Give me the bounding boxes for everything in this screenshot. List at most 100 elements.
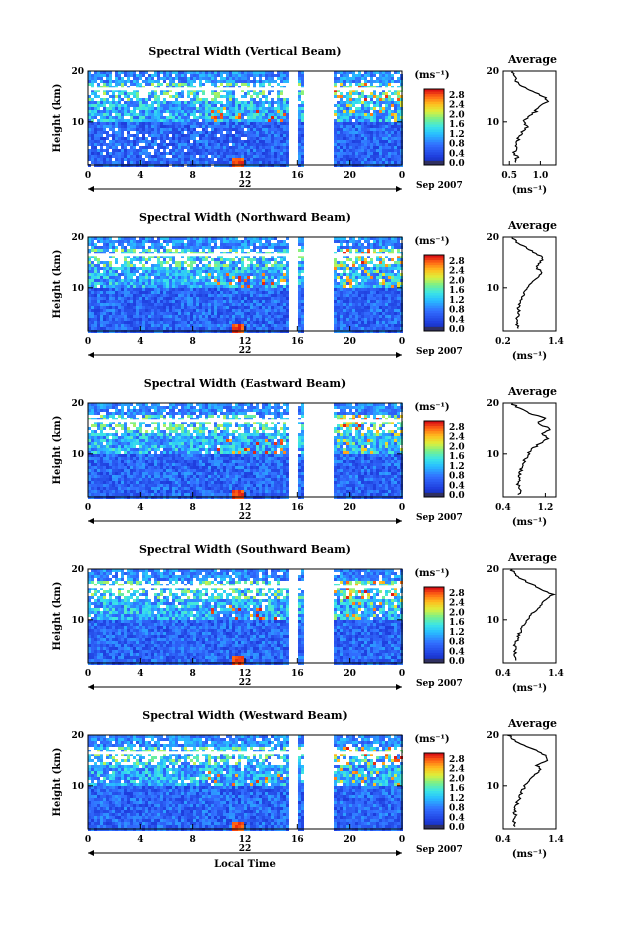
x-tick-label: 20	[343, 835, 356, 845]
heatmap	[88, 569, 403, 665]
avg-x-tick-label: 0.4	[495, 503, 511, 513]
avg-y-tick-label: 20	[486, 67, 499, 77]
colorbar-tick-label: 2.0	[449, 442, 465, 452]
date-axis-arrow-left	[88, 352, 94, 358]
x-tick-label: 16	[291, 171, 304, 181]
colorbar-tick-label: 0.0	[449, 325, 465, 335]
colorbar-frame	[423, 88, 445, 166]
x-tick-label: 12	[239, 337, 252, 347]
x-tick-label: 0	[85, 503, 91, 513]
colorbar: (ms⁻¹)2.82.42.01.61.20.80.40.0	[414, 734, 464, 833]
average-frame	[502, 402, 557, 498]
y-tick-label: 20	[71, 399, 84, 409]
colorbar: (ms⁻¹)2.82.42.01.61.20.80.40.0	[414, 402, 464, 501]
x-tick-label: 0	[399, 669, 405, 679]
avg-x-axis-label: (ms⁻¹)	[512, 517, 547, 528]
y-axis-label: Height (km)	[52, 416, 63, 485]
avg-y-tick-label: 20	[486, 399, 499, 409]
average-frame	[502, 568, 557, 664]
avg-y-tick-label: 10	[486, 616, 499, 626]
date-axis-arrow-right	[396, 186, 402, 192]
date-axis-arrow-left	[88, 518, 94, 524]
x-tick-label: 8	[190, 835, 196, 845]
colorbar-tick-label: 1.6	[449, 286, 465, 296]
date-axis-arrow-right	[396, 352, 402, 358]
date-axis-arrow-right	[396, 684, 402, 690]
colorbar-tick-label: 1.6	[449, 618, 465, 628]
chart-title: Spectral Width (Southward Beam)	[139, 543, 351, 556]
colorbar-tick-label: 2.4	[449, 765, 465, 775]
tropopause-gap	[88, 253, 402, 257]
chart-panel-3: Spectral Width (Eastward Beam) 20 10 Height…	[52, 377, 557, 528]
chart-panel-5: Spectral Width (Westward Beam) 20 10 Height…	[52, 709, 564, 870]
colorbar-tick-label: 2.8	[449, 589, 465, 599]
tropopause-gap	[88, 585, 402, 589]
date-axis-arrow-left	[88, 850, 94, 856]
average-line	[510, 402, 551, 496]
colorbar-floor	[424, 659, 444, 663]
chart-title: Spectral Width (Vertical Beam)	[148, 45, 341, 58]
tropopause-gap	[88, 751, 402, 755]
average-frame	[502, 734, 557, 830]
avg-x-tick-label: 0.4	[495, 669, 511, 679]
date-day-label: 22	[239, 844, 252, 854]
colorbar: (ms⁻¹)2.82.42.01.61.20.80.40.0	[414, 236, 464, 335]
average-title: Average	[507, 551, 557, 564]
x-tick-label: 16	[291, 503, 304, 513]
avg-y-tick-label: 10	[486, 284, 499, 294]
colorbar-tick-label: 0.0	[449, 657, 465, 667]
colorbar-tick-label: 1.2	[449, 794, 465, 804]
average-profile: Average 20 10 0.2 1.4(ms⁻¹)	[486, 219, 563, 362]
y-tick-label: 20	[71, 731, 84, 741]
x-tick-label: 8	[190, 503, 196, 513]
avg-x-tick-label: 0.2	[495, 337, 511, 347]
average-title: Average	[507, 717, 557, 730]
colorbar-frame	[423, 420, 445, 498]
x-tick-label: 0	[85, 669, 91, 679]
y-tick-label: 10	[71, 616, 84, 626]
avg-x-tick-label: 1.0	[533, 171, 549, 181]
date-day-label: 22	[239, 346, 252, 356]
x-tick-label: 16	[291, 835, 304, 845]
colorbar-unit: (ms⁻¹)	[414, 236, 449, 247]
heatmap	[88, 237, 403, 333]
colorbar: (ms⁻¹)2.82.42.01.61.20.80.40.0	[414, 70, 464, 169]
colorbar-tick-label: 1.2	[449, 628, 465, 638]
avg-y-tick-label: 10	[486, 782, 499, 792]
chart-panel-2: Spectral Width (Northward Beam) 20 10 Heigh…	[52, 211, 564, 362]
colorbar-tick-label: 2.4	[449, 101, 465, 111]
chart-title: Spectral Width (Westward Beam)	[142, 709, 347, 722]
avg-x-tick-label: 1.4	[548, 669, 564, 679]
colorbar-tick-label: 2.0	[449, 774, 465, 784]
colorbar-tick-label: 0.4	[449, 813, 465, 823]
colorbar-unit: (ms⁻¹)	[414, 70, 449, 81]
colorbar-floor	[424, 327, 444, 331]
x-tick-label: 4	[137, 171, 143, 181]
x-tick-label: 4	[137, 669, 143, 679]
date-month-label: Sep 2007	[416, 513, 463, 523]
colorbar-tick-label: 0.4	[449, 315, 465, 325]
x-tick-label: 0	[399, 171, 405, 181]
x-tick-label: 0	[85, 835, 91, 845]
y-tick-label: 20	[71, 67, 84, 77]
avg-x-axis-label: (ms⁻¹)	[512, 683, 547, 694]
colorbar-frame	[423, 254, 445, 332]
colorbar-tick-label: 0.4	[449, 647, 465, 657]
x-tick-label: 4	[137, 835, 143, 845]
colorbar-tick-label: 2.8	[449, 257, 465, 267]
avg-x-tick-label: 0.5	[501, 171, 517, 181]
x-tick-label: 20	[343, 669, 356, 679]
date-axis-arrow-left	[88, 684, 94, 690]
average-line	[511, 70, 550, 163]
colorbar-tick-label: 2.4	[449, 433, 465, 443]
colorbar-unit: (ms⁻¹)	[414, 402, 449, 413]
avg-y-tick-label: 20	[486, 233, 499, 243]
colorbar-tick-label: 0.8	[449, 140, 465, 150]
avg-x-axis-label: (ms⁻¹)	[512, 185, 547, 196]
colorbar-tick-label: 0.8	[449, 804, 465, 814]
colorbar-floor	[424, 161, 444, 165]
x-tick-label: 12	[239, 503, 252, 513]
y-tick-label: 10	[71, 284, 84, 294]
average-frame	[502, 236, 557, 332]
